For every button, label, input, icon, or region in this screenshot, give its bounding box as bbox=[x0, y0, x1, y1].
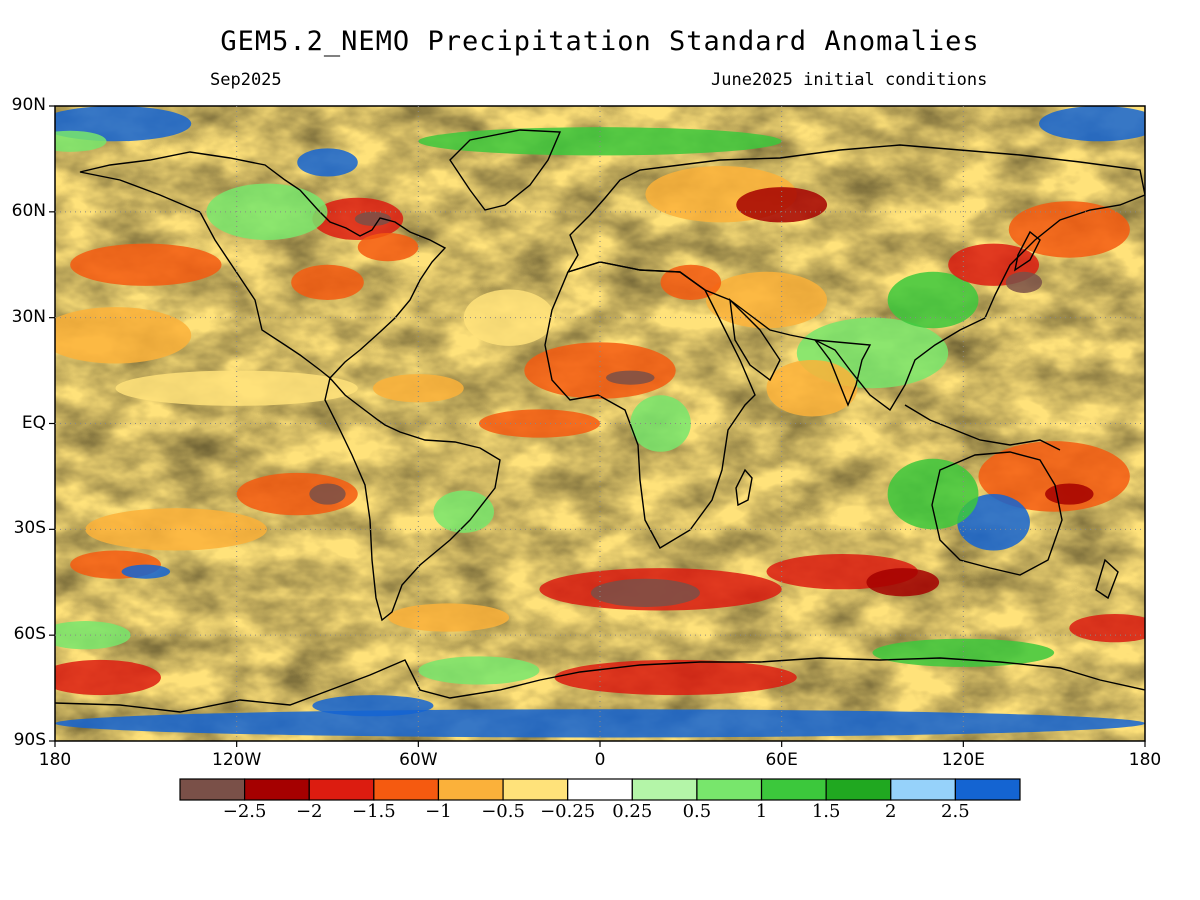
anomaly-patch bbox=[115, 370, 358, 406]
colorbar-label: −2.5 bbox=[222, 801, 267, 822]
coast-japan bbox=[1013, 230, 1041, 272]
anomaly-patch bbox=[206, 183, 328, 241]
anomaly-field bbox=[55, 106, 1145, 741]
coastlines bbox=[55, 129, 1145, 713]
anomaly-patch bbox=[872, 638, 1055, 667]
anomaly-patch bbox=[70, 243, 222, 286]
anomaly-patch bbox=[887, 271, 979, 329]
lon-label: 0 bbox=[594, 750, 606, 770]
colorbar-label: −0.25 bbox=[540, 801, 596, 822]
anomaly-patch bbox=[590, 578, 700, 607]
colorbar-swatch bbox=[954, 778, 1021, 801]
colorbar-label: 1.5 bbox=[811, 801, 841, 822]
colorbar-swatch bbox=[502, 778, 569, 801]
anomaly-patch bbox=[705, 271, 828, 329]
colorbar-label: 2 bbox=[885, 801, 897, 822]
anomaly-patch bbox=[291, 264, 364, 301]
colorbar bbox=[179, 778, 1021, 801]
anomaly-patch bbox=[85, 508, 267, 551]
lat-label: EQ bbox=[21, 412, 46, 433]
initial-conditions: June2025 initial conditions bbox=[711, 70, 988, 90]
lon-label: 60W bbox=[399, 750, 438, 770]
colorbar-swatch bbox=[825, 778, 892, 801]
anomaly-patch bbox=[372, 374, 464, 403]
coast-south-america bbox=[324, 376, 501, 622]
colorbar-swatch bbox=[437, 778, 504, 801]
anomaly-patch bbox=[766, 360, 858, 417]
lat-label: 30N bbox=[11, 306, 46, 327]
colorbar-swatch bbox=[244, 778, 310, 801]
colorbar-swatch bbox=[760, 778, 827, 801]
anomaly-patch bbox=[388, 603, 510, 632]
lat-label: 30S bbox=[13, 518, 46, 539]
anomaly-patch bbox=[297, 148, 358, 177]
lat-label: 60S bbox=[13, 624, 46, 645]
anomaly-patch bbox=[1005, 271, 1043, 293]
anomaly-patch bbox=[55, 130, 107, 152]
anomaly-patch bbox=[55, 659, 161, 696]
lon-label: 120W bbox=[212, 750, 262, 770]
colorbar-label: −2 bbox=[295, 801, 323, 822]
lat-label: 60N bbox=[11, 200, 46, 221]
lon-label: 180 bbox=[1128, 750, 1162, 770]
anomaly-patch bbox=[1039, 106, 1145, 142]
anomaly-patch bbox=[433, 490, 495, 533]
anomaly-patch bbox=[736, 187, 828, 223]
valid-month: Sep2025 bbox=[210, 70, 282, 90]
colorbar-swatch bbox=[696, 778, 763, 801]
anomaly-patch bbox=[309, 483, 346, 505]
colorbar-swatch bbox=[373, 778, 440, 801]
map-title: GEM5.2_NEMO Precipitation Standard Anoma… bbox=[220, 26, 980, 57]
colorbar-label: 0.25 bbox=[612, 801, 653, 822]
anomaly-patch bbox=[354, 211, 392, 226]
coast-antarctica bbox=[55, 657, 1145, 713]
lon-label: 120E bbox=[941, 750, 985, 770]
coast-madagascar bbox=[735, 468, 753, 507]
anomaly-patch bbox=[660, 264, 722, 301]
colorbar-swatch bbox=[890, 778, 956, 801]
coast-australia bbox=[931, 451, 1063, 576]
anomaly-patch bbox=[357, 233, 419, 262]
anomaly-patch bbox=[1008, 201, 1130, 258]
colorbar-label: −1.5 bbox=[351, 801, 396, 822]
colorbar-swatch bbox=[308, 778, 375, 801]
colorbar-label: 2.5 bbox=[941, 801, 970, 822]
coast-greenland bbox=[449, 129, 562, 211]
coast-eurasia bbox=[566, 144, 1145, 412]
anomaly-patch bbox=[887, 458, 979, 530]
anomaly-patch bbox=[1045, 483, 1094, 505]
anomaly-patch bbox=[606, 370, 655, 385]
anomaly-patch bbox=[55, 307, 192, 364]
coast-indonesia bbox=[904, 404, 1061, 451]
anomaly-patch bbox=[121, 564, 171, 579]
coast-india bbox=[813, 339, 872, 407]
colorbar-label: 0.5 bbox=[682, 801, 712, 822]
anomaly-patch bbox=[1069, 614, 1145, 643]
anomaly-patch bbox=[524, 342, 676, 399]
lon-label: 60E bbox=[765, 750, 798, 770]
colorbar-swatch bbox=[631, 778, 698, 801]
lon-label: 180 bbox=[38, 750, 72, 770]
lat-label: 90S bbox=[13, 730, 46, 750]
anomaly-patch bbox=[866, 568, 940, 597]
anomaly-patch bbox=[957, 494, 1030, 551]
anomaly-patch bbox=[418, 656, 540, 685]
colorbar-label: −0.5 bbox=[481, 801, 525, 822]
colorbar-swatch bbox=[179, 778, 246, 801]
anomaly-patch bbox=[55, 709, 1145, 738]
colorbar-label: −1 bbox=[425, 801, 452, 822]
colorbar-swatch bbox=[567, 778, 633, 801]
anomaly-patch bbox=[55, 621, 131, 650]
anomaly-patch bbox=[554, 659, 797, 696]
lat-label: 90N bbox=[11, 95, 46, 115]
anomaly-patch bbox=[478, 409, 600, 438]
coast-arabia bbox=[729, 298, 781, 382]
anomaly-patch bbox=[463, 289, 555, 346]
coast-north-america bbox=[79, 151, 447, 379]
coast-new-zealand bbox=[1095, 558, 1119, 600]
colorbar-label: 1 bbox=[755, 801, 768, 822]
